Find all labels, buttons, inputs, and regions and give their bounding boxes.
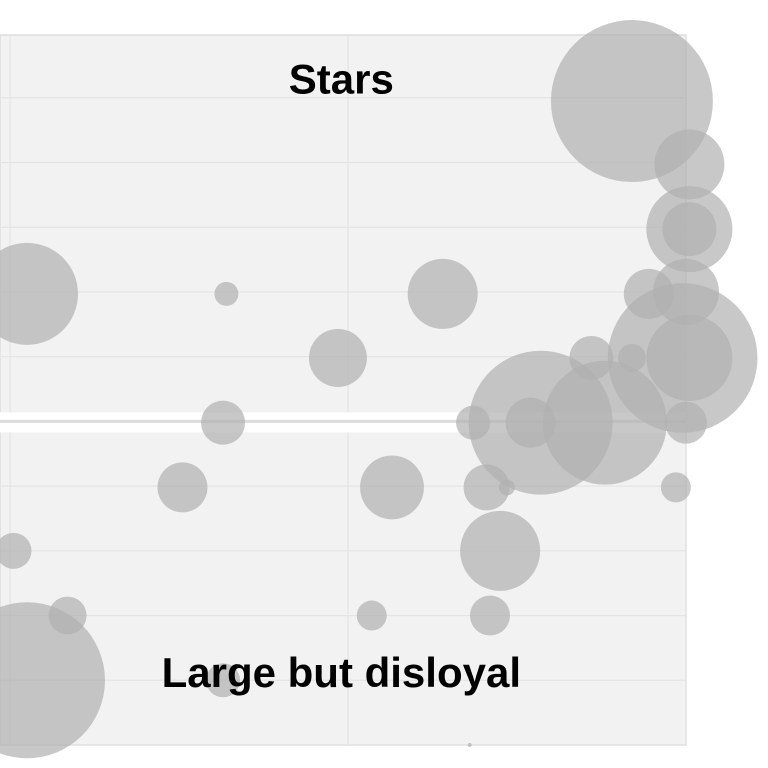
bubble-point	[498, 479, 515, 496]
bubble-point	[542, 360, 667, 485]
bubble-point	[646, 314, 733, 401]
bubble-point	[407, 258, 478, 329]
bubble-point	[360, 455, 424, 520]
bubble-point	[456, 405, 491, 440]
annotation-stars: Stars	[289, 55, 394, 102]
bubble-point	[214, 281, 239, 306]
bubble-point	[206, 663, 241, 698]
bubble-point	[356, 600, 387, 631]
bubble-point	[0, 532, 32, 569]
bubble-point	[308, 328, 367, 387]
bubble-point	[460, 510, 541, 591]
bubble-point	[662, 202, 717, 257]
bubble-point	[660, 472, 691, 503]
bubble-point	[470, 595, 510, 636]
bubble-point	[665, 401, 707, 444]
bubble-point	[0, 242, 79, 345]
bubble-point	[0, 602, 105, 759]
bubble-point	[463, 464, 510, 511]
bubble-point	[505, 397, 556, 448]
bubble-point	[201, 400, 246, 445]
bubble-layer	[0, 20, 758, 759]
bubble-point	[467, 743, 472, 747]
annotation-layer: Stars Large but disloyal	[162, 55, 521, 696]
annotation-large-but-disloyal: Large but disloyal	[162, 649, 521, 696]
bubble-point	[654, 129, 725, 200]
bubble-point	[157, 462, 208, 513]
